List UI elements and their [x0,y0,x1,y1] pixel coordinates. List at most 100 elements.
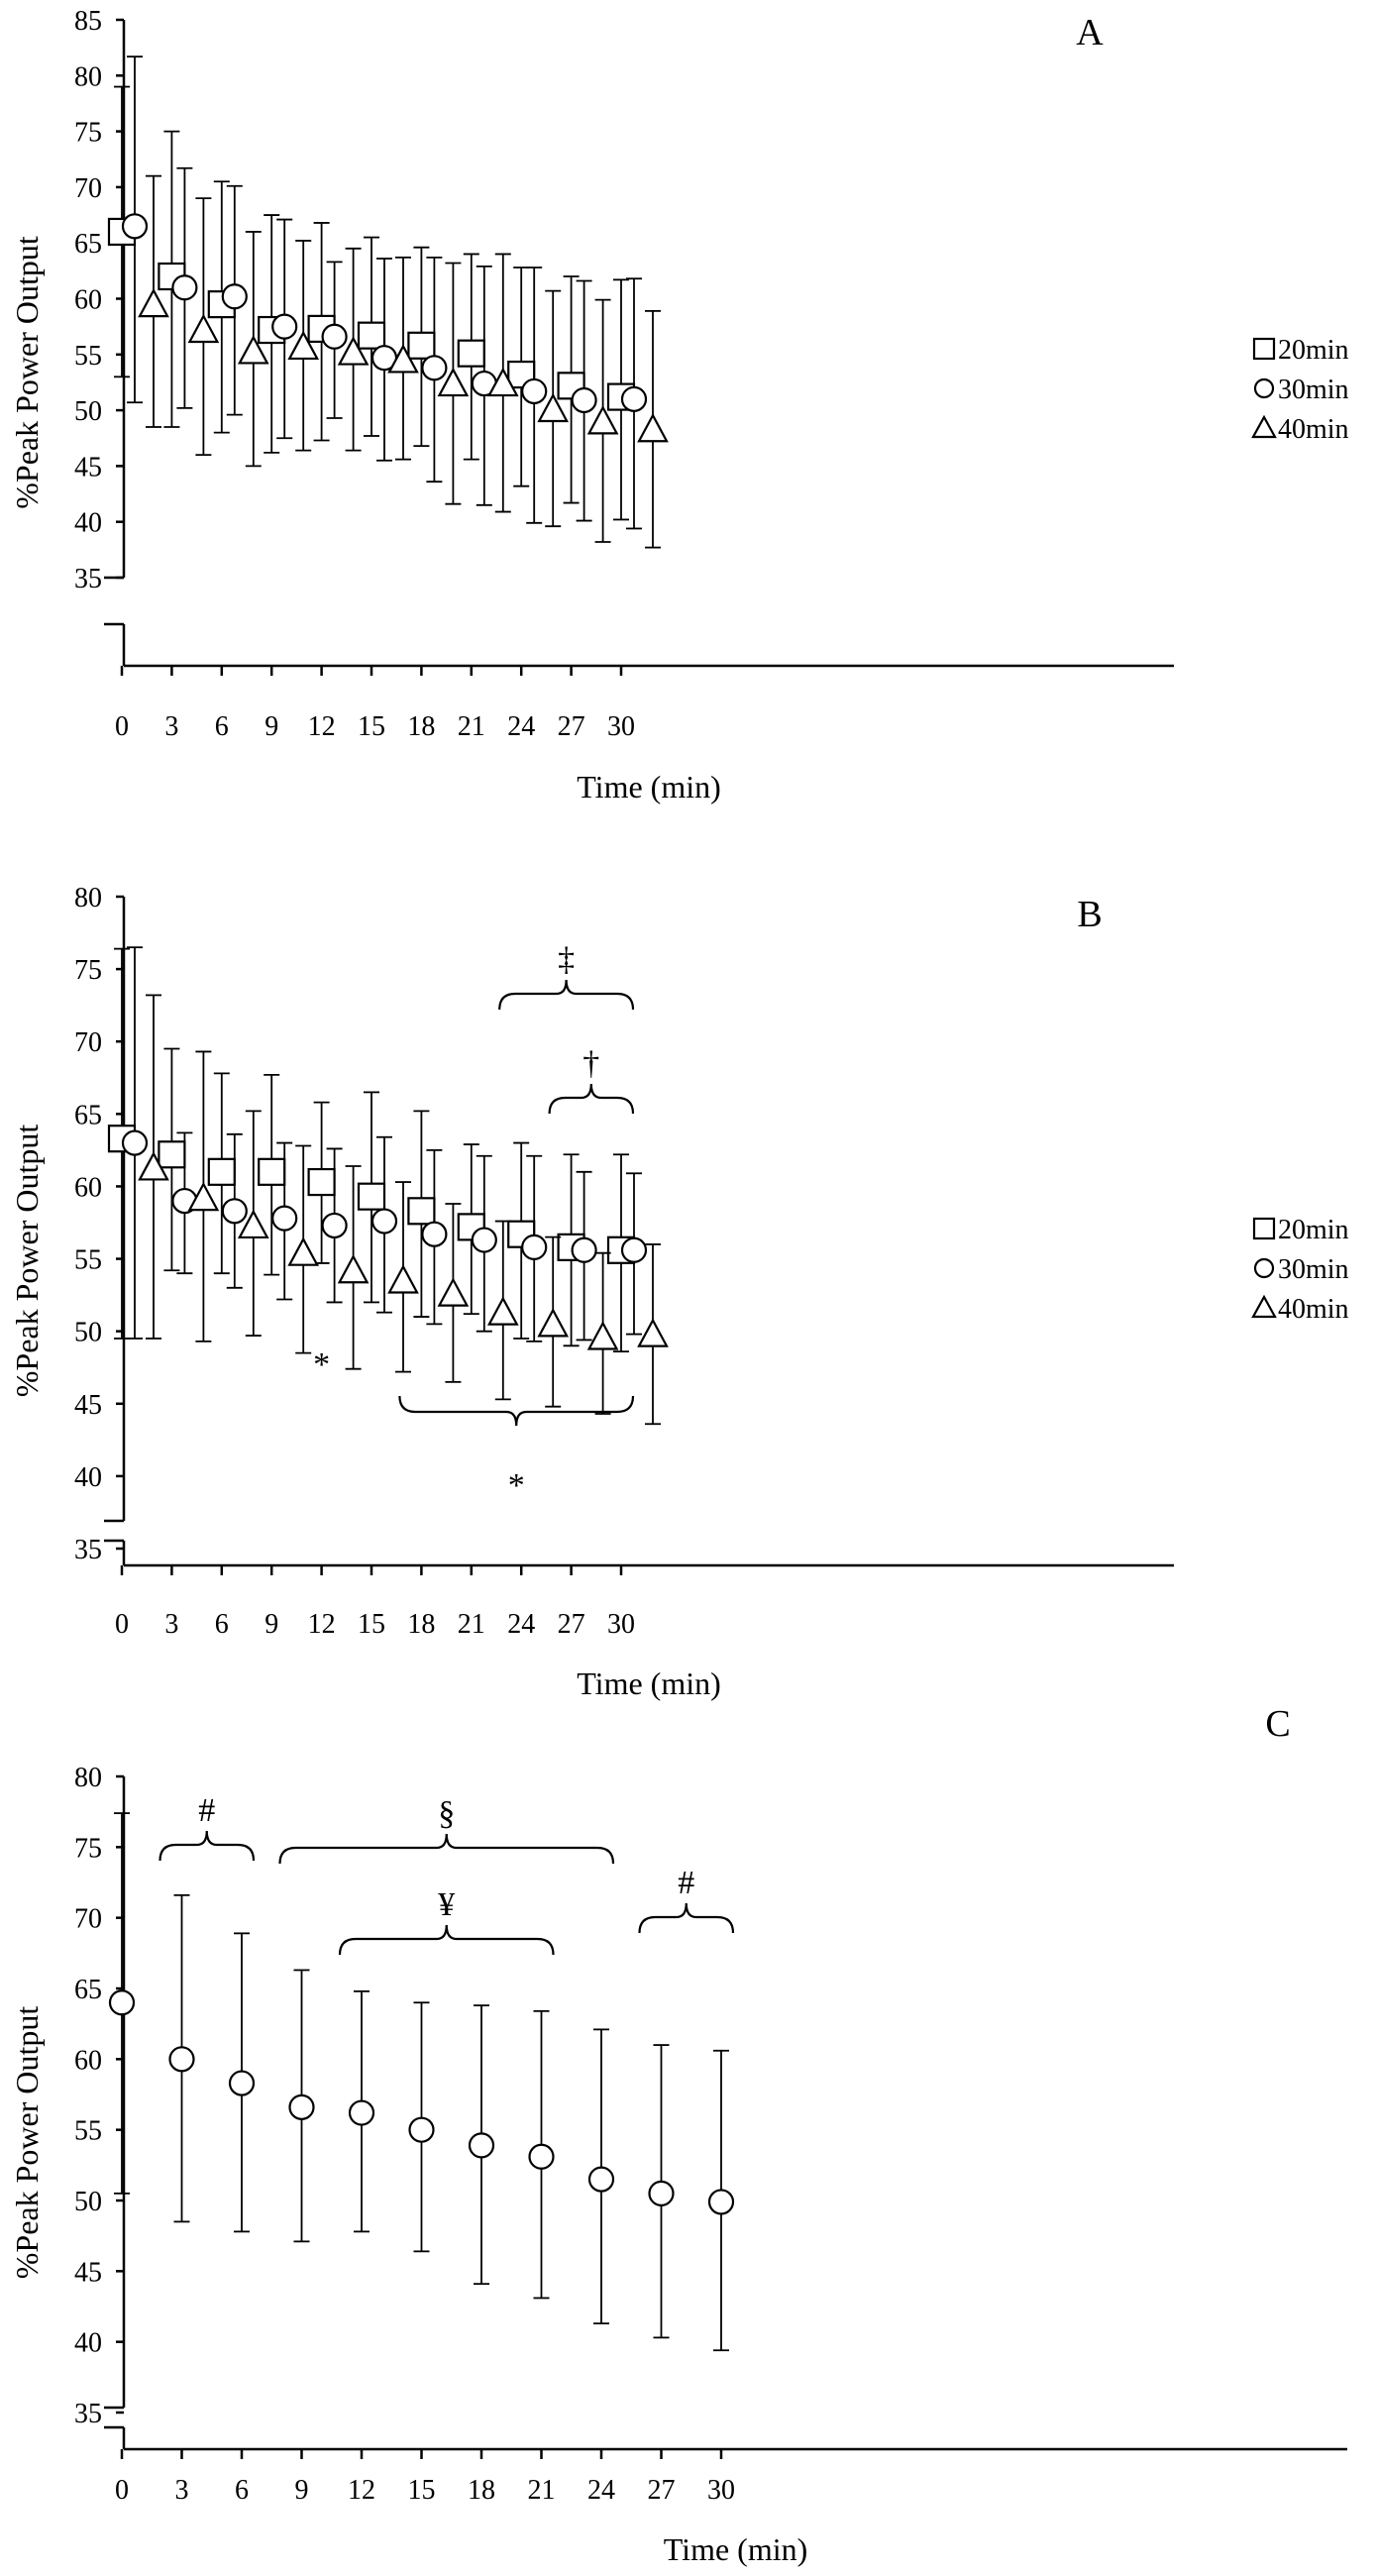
data-point-circle [221,283,248,310]
legend-item: 20min [1252,1215,1349,1245]
legend-label: 40min [1278,414,1349,445]
x-tick-label: 6 [215,711,229,742]
y-tick-label: 65 [74,229,102,260]
data-point-square [407,331,436,360]
legend-marker-circle [1253,377,1275,399]
x-tick-label: 6 [215,1609,229,1640]
legend-item: 40min [1251,414,1349,445]
panel-label: B [1077,894,1102,935]
data-point-circle [620,385,648,412]
data-point-circle [121,1129,149,1156]
data-point-circle [571,1236,597,1263]
x-tick-label: 18 [407,711,435,742]
data-point-triangle [437,367,470,397]
significance-bracket [278,1833,615,1865]
legend-label: 30min [1278,375,1349,405]
data-point-circle [471,1227,497,1253]
panel-label: C [1265,1703,1290,1745]
x-tick-label: 15 [358,1609,385,1640]
data-point-circle [707,2189,735,2215]
bracket-path [159,1830,256,1862]
data-point-triangle [138,1151,169,1181]
x-tick-label: 15 [358,711,385,742]
data-point-triangle [287,1236,320,1266]
series-30min [121,55,648,530]
x-tick-label: 21 [528,2475,556,2506]
bracket-path [338,1924,555,1956]
data-point-triangle [138,287,169,318]
x-tick-label: 27 [558,711,585,742]
series-40min [138,994,669,1426]
y-tick-label: 40 [74,2328,102,2359]
y-tick-label: 80 [74,1763,102,1793]
legend-item: 40min [1251,1294,1349,1325]
y-tick-label: 75 [74,1833,102,1864]
data-point-triangle [637,1318,669,1347]
data-point-circle [171,274,198,301]
y-tick-label: 85 [74,6,102,37]
data-point-circle [121,213,149,240]
data-point-triangle [337,336,370,366]
y-tick-label: 80 [74,61,102,92]
legend-label: 20min [1278,1215,1349,1245]
x-tick-label: 9 [265,711,278,742]
y-tick-label: 35 [74,1535,102,1565]
x-tick-label: 24 [507,1609,535,1640]
data-point-triangle [537,392,570,423]
x-tick-label: 30 [707,2475,735,2506]
series-20min [107,85,636,521]
y-tick-label: 80 [74,883,102,913]
legend-label: 30min [1278,1254,1349,1285]
y-axis-label: %Peak Power Output [9,236,45,509]
data-point-triangle [586,1321,619,1350]
data-point-triangle [486,1296,519,1326]
x-tick-label: 0 [115,1609,129,1640]
y-tick-label: 35 [74,564,102,594]
y-axis-label: %Peak Power Output [9,1125,45,1398]
chart-panel-c: 35 40 45 50 55 60 65 70 75 80 0 3 6 9 12 15 18 21 24 27 30 Ti… [9,1703,1347,2567]
legend-label: 20min [1278,335,1349,366]
series-40min [138,174,669,549]
y-tick-label: 45 [74,2257,102,2288]
data-point-circle [421,1221,448,1247]
significance-bracket [548,1083,635,1115]
data-point-circle [421,355,448,381]
data-point-square [407,1197,436,1226]
significance-bracket [638,1902,735,1934]
x-tick-label: 0 [115,2475,129,2506]
bracket-path [548,1083,635,1115]
data-point-circle [108,1989,136,2016]
x-tick-label: 27 [648,2475,676,2506]
data-point-circle [228,2070,256,2096]
data-point-circle [271,313,298,340]
y-tick-label: 40 [74,508,102,539]
y-tick-label: 50 [74,2187,102,2217]
x-tick-label: 0 [115,711,129,742]
significance-symbol: # [198,1792,215,1829]
significance-symbol: # [678,1865,694,1901]
data-point-triangle [387,1264,419,1294]
y-tick-label: 55 [74,2116,102,2147]
y-tick-label: 45 [74,452,102,483]
y-tick-label: 60 [74,2045,102,2076]
x-tick-label: 9 [295,2475,309,2506]
data-point-circle [620,1236,648,1263]
data-point-circle [221,1198,248,1225]
bracket-path [278,1833,615,1865]
y-tick-label: 65 [74,1975,102,2005]
x-tick-label: 21 [458,711,485,742]
data-point-triangle [537,1308,570,1338]
data-point-triangle [387,344,419,374]
x-tick-label: 9 [265,1609,278,1640]
data-point-square [357,1182,386,1211]
significance-symbol: § [438,1795,455,1832]
significance-bracket [159,1830,256,1862]
y-tick-label: 50 [74,396,102,427]
x-tick-label: 30 [607,711,635,742]
y-tick-label: 55 [74,1245,102,1276]
legend-marker-triangle [1251,1294,1277,1319]
x-tick-label: 27 [558,1609,585,1640]
data-point-circle [571,386,597,414]
data-point-square [307,1167,336,1197]
data-point-triangle [586,405,619,435]
